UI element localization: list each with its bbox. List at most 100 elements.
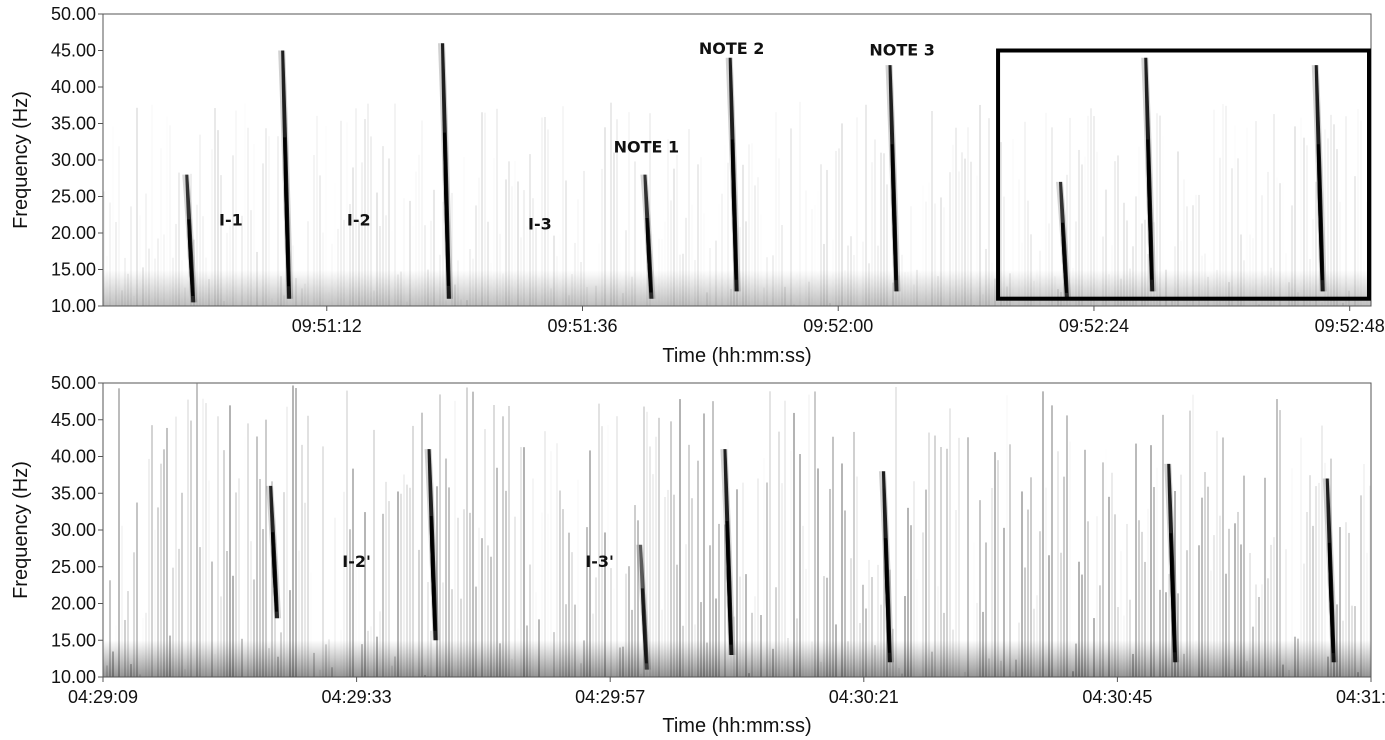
noise-streak bbox=[559, 490, 561, 677]
noise-streak bbox=[778, 431, 780, 677]
noise-streak bbox=[181, 492, 183, 677]
noise-streak bbox=[688, 444, 690, 677]
noise-streak bbox=[643, 406, 645, 677]
noise-streak bbox=[949, 172, 951, 306]
noise-streak bbox=[814, 391, 816, 677]
noise-streak bbox=[232, 155, 234, 306]
noise-streak bbox=[400, 493, 402, 677]
noise-streak bbox=[475, 586, 477, 677]
noise-streak bbox=[1153, 222, 1155, 306]
noise-streak bbox=[1135, 196, 1137, 306]
noise-streak bbox=[487, 545, 489, 677]
x-tick-label: 04:29:33 bbox=[322, 687, 392, 707]
noise-streak bbox=[934, 435, 936, 677]
noise-streak bbox=[1030, 477, 1032, 677]
noise-streak bbox=[472, 391, 474, 677]
noise-streak bbox=[487, 221, 489, 306]
noise-streak bbox=[292, 385, 294, 677]
noise-streak bbox=[214, 108, 216, 307]
noise-streak bbox=[1330, 114, 1332, 307]
noise-streak bbox=[238, 478, 240, 677]
noise-streak bbox=[1276, 399, 1278, 677]
noise-streak bbox=[904, 596, 906, 677]
noise-streak bbox=[199, 134, 201, 306]
noise-streak bbox=[376, 192, 378, 306]
noise-streak bbox=[250, 541, 252, 677]
noise-streak bbox=[1123, 202, 1125, 306]
annotation-label: NOTE 2 bbox=[699, 39, 765, 58]
panel-2: 10.00 15.00 20.00 25.00 30.00 35.00 40.00 45.00… bbox=[10, 373, 1385, 737]
noise-streak bbox=[685, 217, 687, 306]
noise-streak bbox=[109, 580, 111, 677]
noise-streak bbox=[187, 399, 189, 677]
noise-streak bbox=[1273, 114, 1275, 306]
noise-streak bbox=[1177, 593, 1179, 677]
noise-streak bbox=[1267, 171, 1269, 306]
noise-streak bbox=[358, 221, 360, 306]
noise-streak bbox=[409, 200, 411, 306]
noise-streak bbox=[886, 184, 888, 306]
noise-streak bbox=[1105, 189, 1107, 306]
noise-streak bbox=[652, 474, 654, 677]
y-tick-label: 15.00 bbox=[51, 630, 96, 650]
y-tick-label: 50.00 bbox=[51, 373, 96, 393]
noise-streak bbox=[418, 549, 420, 677]
noise-streak bbox=[1258, 596, 1260, 677]
noise-streak bbox=[427, 582, 429, 677]
noise-streak bbox=[1150, 445, 1152, 677]
noise-streak bbox=[1225, 105, 1227, 306]
noise-streak bbox=[1321, 425, 1323, 677]
noise-streak bbox=[175, 223, 177, 306]
noise-streak bbox=[262, 529, 264, 677]
noise-streak bbox=[205, 403, 207, 677]
noise-streak bbox=[451, 192, 453, 306]
noise-streak bbox=[397, 491, 399, 677]
noise-streak bbox=[856, 476, 858, 677]
noise-streak bbox=[1114, 514, 1116, 677]
noise-streak bbox=[1348, 532, 1350, 677]
noise-streak bbox=[202, 398, 204, 677]
noise-streak bbox=[700, 602, 702, 677]
noise-streak bbox=[637, 520, 639, 677]
noise-streak bbox=[958, 437, 960, 677]
noise-streak bbox=[1009, 444, 1011, 677]
noise-streak bbox=[955, 127, 957, 306]
noise-streak bbox=[1108, 496, 1110, 677]
noise-streak bbox=[1027, 509, 1029, 677]
noise-streak bbox=[496, 467, 498, 677]
noise-streak bbox=[721, 193, 723, 306]
noise-streak bbox=[385, 481, 387, 677]
noise-streak bbox=[517, 181, 519, 306]
noise-streak bbox=[190, 420, 192, 677]
noise-streak bbox=[133, 552, 135, 677]
noise-streak bbox=[1312, 525, 1314, 677]
x-tick-label: 09:51:12 bbox=[292, 316, 362, 336]
y-tick-label: 25.00 bbox=[51, 557, 96, 577]
noise-streak bbox=[670, 421, 672, 677]
noise-streak bbox=[1081, 574, 1083, 677]
noise-streak bbox=[838, 148, 840, 306]
panel-2-plot-area bbox=[103, 383, 1371, 677]
noise-streak bbox=[826, 169, 828, 306]
noise-streak bbox=[688, 129, 690, 306]
noise-streak bbox=[1345, 522, 1347, 677]
noise-streak bbox=[1174, 490, 1176, 677]
noise-streak bbox=[1186, 206, 1188, 306]
noise-streak bbox=[1234, 523, 1236, 677]
pulse-core bbox=[1169, 533, 1177, 653]
noise-streak bbox=[1291, 205, 1293, 306]
noise-streak bbox=[598, 403, 600, 677]
y-tick-label: 15.00 bbox=[51, 260, 96, 280]
noise-streak bbox=[934, 203, 936, 306]
noise-streak bbox=[463, 509, 465, 677]
noise-streak bbox=[712, 401, 714, 677]
noise-streak bbox=[1273, 537, 1275, 677]
noise-streak bbox=[844, 510, 846, 677]
noise-streak bbox=[1204, 472, 1206, 677]
noise-streak bbox=[556, 443, 558, 677]
noise-streak bbox=[742, 164, 744, 306]
noise-streak bbox=[754, 596, 756, 677]
noise-streak bbox=[349, 204, 351, 306]
noise-streak bbox=[820, 164, 822, 306]
noise-streak bbox=[910, 525, 912, 677]
